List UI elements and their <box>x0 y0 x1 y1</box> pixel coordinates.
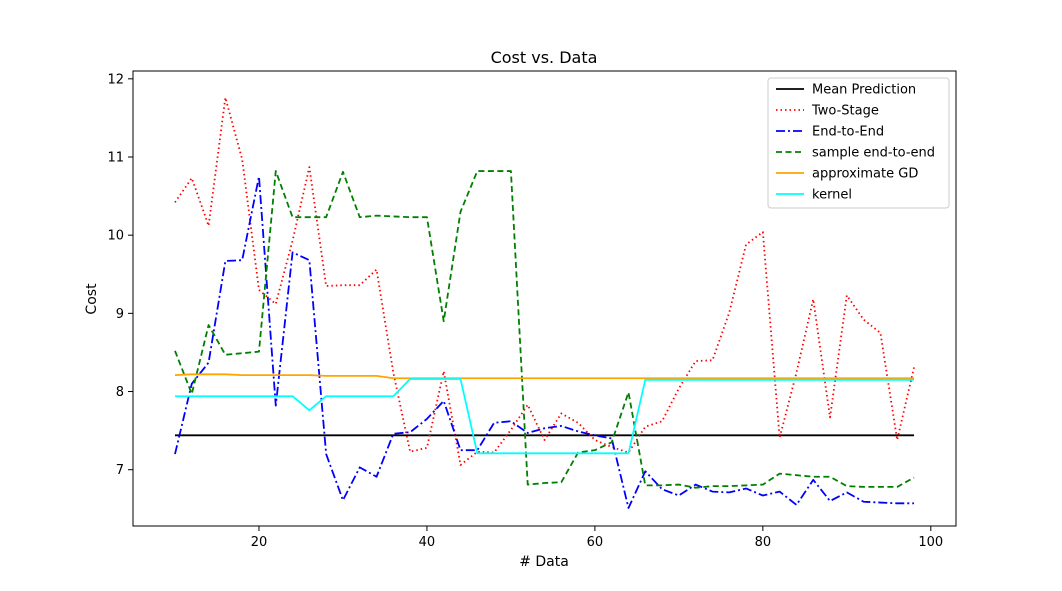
legend-label: End-to-End <box>812 125 884 140</box>
legend-frame <box>767 77 950 209</box>
y-tick-label: 11 <box>107 150 124 165</box>
x-tick-label: 40 <box>419 535 436 550</box>
y-axis: 7 8 9 10 11 12 <box>107 72 133 478</box>
series-line-4 <box>174 170 915 489</box>
x-tick-label: 60 <box>587 535 604 550</box>
legend: Mean Prediction Two-Stage End-to-End sample… <box>767 77 950 209</box>
y-tick-label: 10 <box>107 229 124 244</box>
legend-label: Two-Stage <box>811 104 879 119</box>
series-line-5 <box>174 373 915 380</box>
y-tick-label: 9 <box>116 307 124 322</box>
x-axis-title: # Data <box>519 554 569 570</box>
legend-label: sample end-to-end <box>812 146 935 161</box>
chart-title: Cost vs. Data <box>491 48 598 67</box>
series-line-2 <box>174 96 915 466</box>
y-tick-label: 7 <box>116 463 124 478</box>
y-tick-label: 12 <box>107 72 124 87</box>
series-line-6 <box>174 378 915 455</box>
series-line-3 <box>174 175 915 509</box>
x-tick-label: 20 <box>251 535 268 550</box>
y-tick-label: 8 <box>116 385 124 400</box>
y-axis-title: Cost <box>84 283 100 315</box>
plot-frame <box>132 70 957 527</box>
legend-label: kernel <box>812 188 852 203</box>
x-tick-label: 80 <box>755 535 772 550</box>
legend-label: Mean Prediction <box>812 83 916 98</box>
legend-label: approximate GD <box>812 167 918 182</box>
x-tick-label: 100 <box>918 535 943 550</box>
series-layer <box>174 96 915 509</box>
x-axis: 20 40 60 80 100 <box>251 526 943 550</box>
